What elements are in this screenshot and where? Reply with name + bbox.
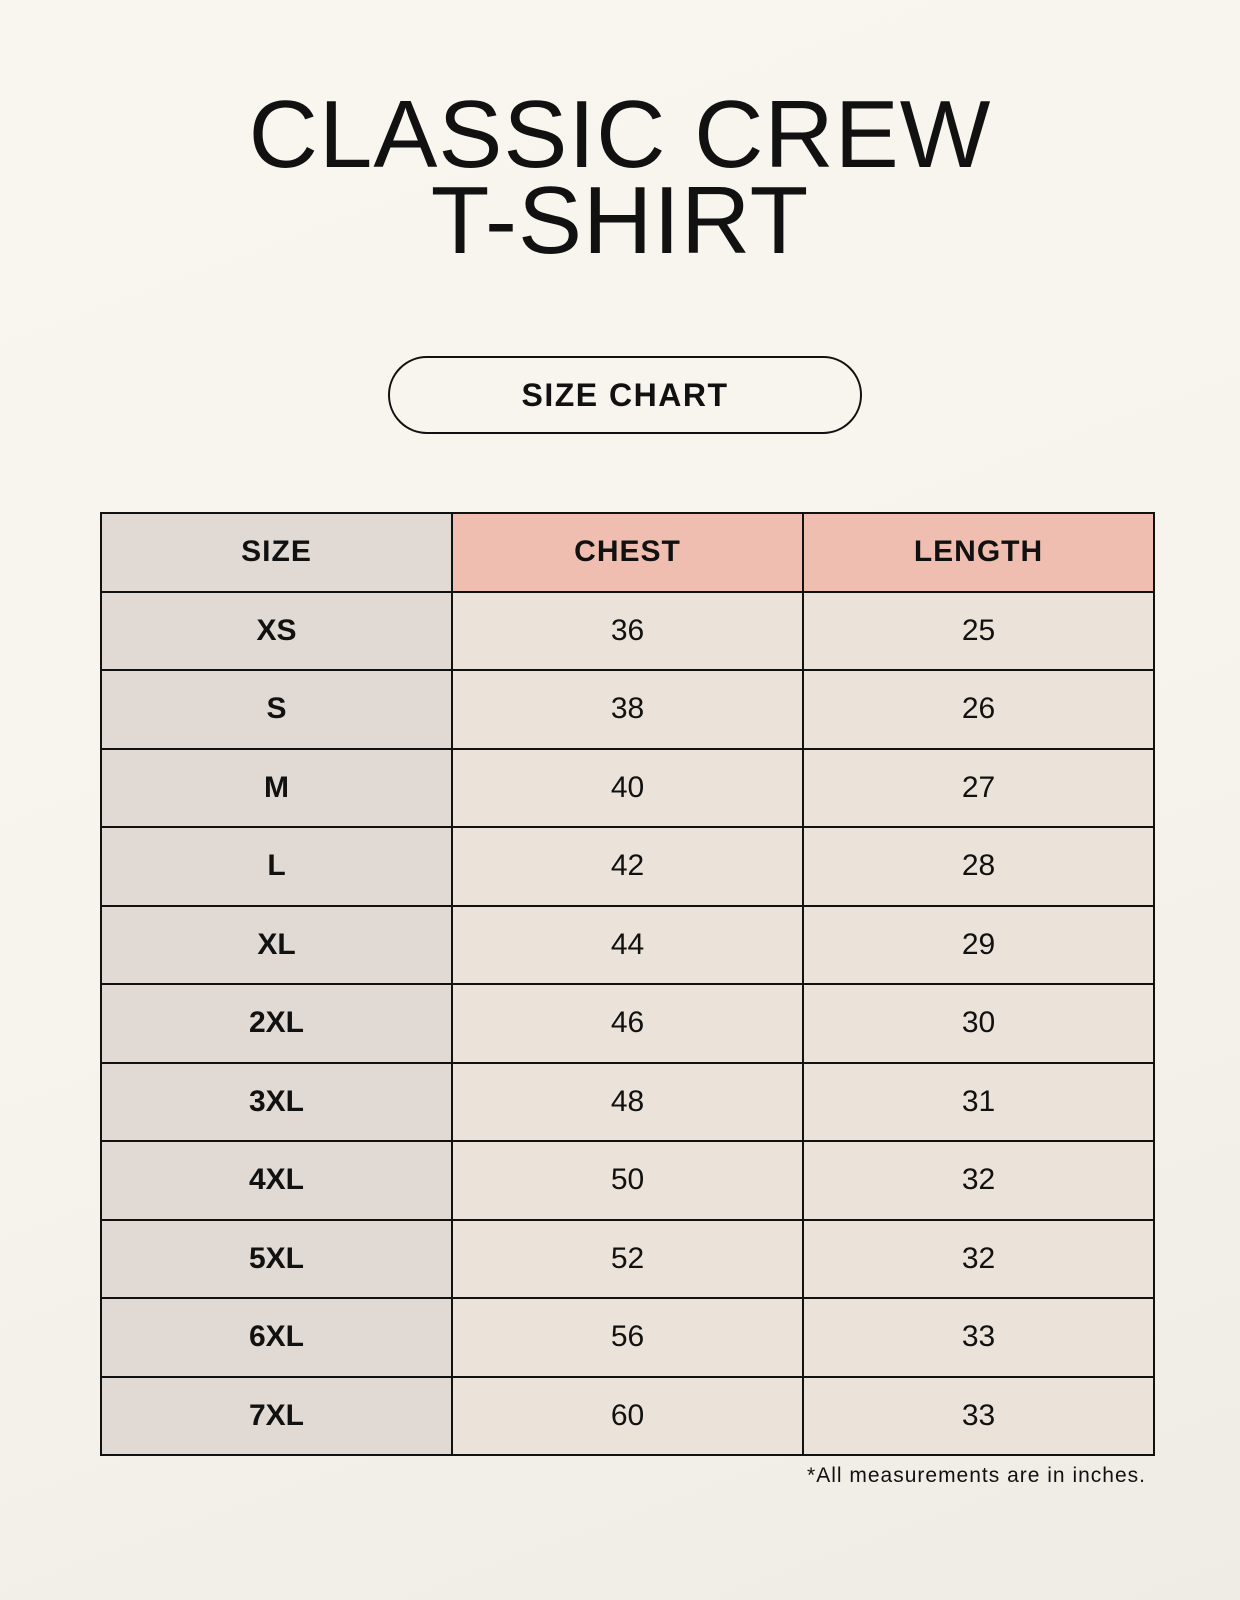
size-chart-label: SIZE CHART (388, 356, 862, 434)
cell-length: 29 (802, 904, 1155, 985)
table-row: 7XL 60 33 (100, 1375, 1155, 1456)
table-row: S 38 26 (100, 669, 1155, 750)
table-row: 4XL 50 32 (100, 1140, 1155, 1221)
page-title: CLASSIC CREW T-SHIRT (0, 81, 1240, 274)
cell-size: 3XL (100, 1061, 453, 1142)
cell-size: XS (100, 590, 453, 671)
cell-length: 32 (802, 1218, 1155, 1299)
cell-chest: 46 (451, 983, 804, 1064)
cell-chest: 60 (451, 1375, 804, 1456)
cell-chest: 38 (451, 669, 804, 750)
cell-length: 25 (802, 590, 1155, 671)
cell-chest: 52 (451, 1218, 804, 1299)
table-row: XL 44 29 (100, 904, 1155, 985)
cell-length: 28 (802, 826, 1155, 907)
cell-length: 32 (802, 1140, 1155, 1221)
cell-chest: 42 (451, 826, 804, 907)
cell-chest: 40 (451, 747, 804, 828)
table-header-row: SIZE CHEST LENGTH (100, 512, 1155, 593)
header-length: LENGTH (802, 512, 1155, 593)
cell-length: 26 (802, 669, 1155, 750)
table-row: 5XL 52 32 (100, 1218, 1155, 1299)
cell-size: M (100, 747, 453, 828)
header-size: SIZE (100, 512, 453, 593)
cell-size: S (100, 669, 453, 750)
title-line-2: T-SHIRT (430, 167, 810, 274)
cell-length: 31 (802, 1061, 1155, 1142)
cell-length: 30 (802, 983, 1155, 1064)
cell-chest: 48 (451, 1061, 804, 1142)
cell-chest: 56 (451, 1297, 804, 1378)
cell-chest: 44 (451, 904, 804, 985)
cell-size: L (100, 826, 453, 907)
cell-length: 33 (802, 1375, 1155, 1456)
table-row: M 40 27 (100, 747, 1155, 828)
cell-size: XL (100, 904, 453, 985)
cell-length: 27 (802, 747, 1155, 828)
cell-size: 5XL (100, 1218, 453, 1299)
title-line-1: CLASSIC CREW (248, 81, 992, 188)
cell-size: 4XL (100, 1140, 453, 1221)
table-row: XS 36 25 (100, 590, 1155, 671)
footnote: *All measurements are in inches. (807, 1464, 1146, 1487)
table-row: 2XL 46 30 (100, 983, 1155, 1064)
cell-chest: 36 (451, 590, 804, 671)
cell-size: 2XL (100, 983, 453, 1064)
cell-length: 33 (802, 1297, 1155, 1378)
cell-size: 6XL (100, 1297, 453, 1378)
cell-chest: 50 (451, 1140, 804, 1221)
table-row: 3XL 48 31 (100, 1061, 1155, 1142)
table-row: L 42 28 (100, 826, 1155, 907)
size-table: SIZE CHEST LENGTH XS 36 25 S 38 26 M 40 27 L 42 28 X… (100, 512, 1155, 1456)
table-row: 6XL 56 33 (100, 1297, 1155, 1378)
cell-size: 7XL (100, 1375, 453, 1456)
header-chest: CHEST (451, 512, 804, 593)
